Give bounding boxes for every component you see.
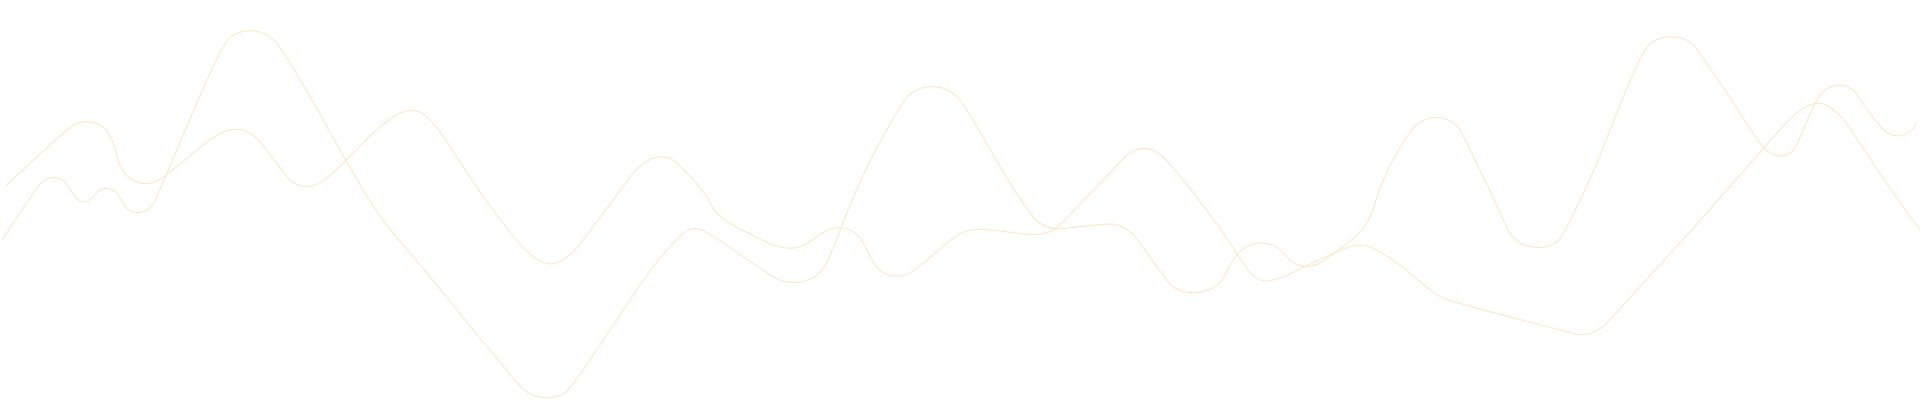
upper-wave-line	[5, 102, 1921, 335]
lower-wave-line	[1, 30, 1917, 399]
